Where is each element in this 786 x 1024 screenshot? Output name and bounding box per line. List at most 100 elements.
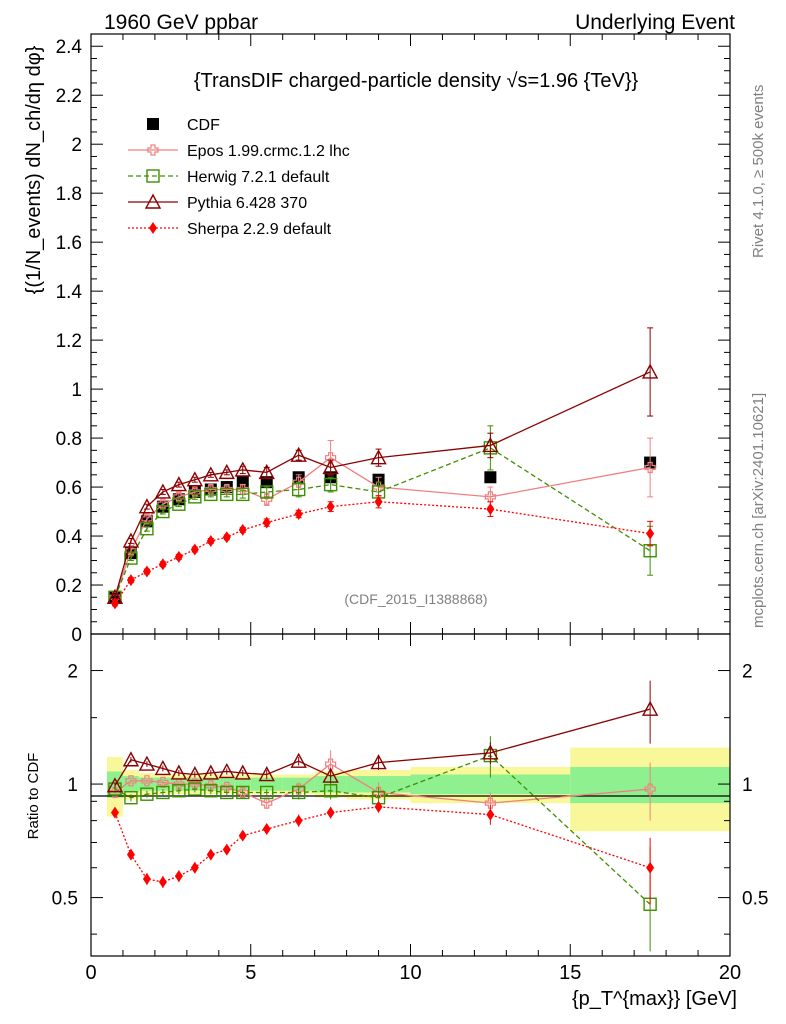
legend-entry: Pythia 6.428 370	[128, 193, 307, 212]
data-point	[140, 521, 154, 536]
legend-label: Herwig 7.2.1 default	[187, 169, 330, 186]
data-point	[158, 558, 167, 571]
ratio-point	[154, 759, 172, 776]
header-left: 1960 GeV ppbar	[104, 11, 258, 34]
data-point	[154, 483, 172, 499]
chart-title: {TransDIF charged-particle density √s=1.…	[194, 70, 639, 92]
rivet-label: Rivet 4.1.0, ≥ 500k events	[750, 85, 767, 258]
data-point	[325, 452, 337, 464]
series-epos	[109, 437, 656, 603]
ratio-point	[323, 784, 338, 798]
ratio-point	[140, 787, 154, 801]
ratio-point	[291, 785, 306, 800]
ratio-point	[156, 785, 170, 800]
ratio-y-label: Ratio to CDF	[25, 753, 42, 840]
ratio-point	[202, 764, 219, 780]
data-point	[204, 487, 218, 502]
data-point	[236, 487, 250, 502]
ratio-point	[644, 783, 656, 795]
ratio-point	[222, 843, 231, 856]
series-line	[114, 447, 651, 598]
data-point	[234, 461, 251, 477]
ratio-point	[326, 806, 335, 819]
ratio-point	[126, 848, 135, 861]
ratio-tick-label-right: 1	[742, 775, 753, 796]
ratio-point	[258, 766, 275, 782]
ratio-point	[157, 776, 169, 789]
x-tick-label: 0	[85, 962, 96, 984]
ratio-point	[220, 785, 234, 800]
ratio-point	[290, 752, 307, 768]
data-point	[238, 523, 247, 536]
data-point	[142, 565, 151, 578]
ratio-point	[172, 784, 186, 798]
data-point	[222, 531, 231, 544]
data-point	[188, 490, 202, 504]
legend-marker	[144, 193, 162, 209]
y-tick-label: 0.2	[56, 576, 82, 597]
y-tick-label: 2.4	[56, 37, 83, 58]
ratio-point	[325, 758, 337, 770]
data-point	[218, 463, 235, 480]
data-point	[156, 504, 170, 519]
series-herwig	[108, 425, 657, 604]
legend-entry: Herwig 7.2.1 default	[128, 169, 330, 186]
y-axis-label: {(1/N_events) dN_ch/dη dφ}	[23, 45, 45, 294]
data-point	[124, 551, 138, 565]
ratio-point	[138, 755, 156, 771]
data-point	[110, 597, 119, 610]
data-point	[644, 461, 656, 474]
data-point	[372, 481, 385, 493]
y-tick-label: 0.6	[56, 478, 82, 499]
data-point	[172, 497, 186, 511]
x-tick-label: 15	[559, 962, 581, 984]
ratio-point	[374, 800, 383, 813]
ratio-point	[238, 829, 247, 842]
ratio-point	[370, 754, 387, 770]
series-sherpa	[110, 495, 655, 610]
ratio-point	[484, 797, 496, 809]
legend-label: Epos 1.99.crmc.1.2 lhc	[187, 143, 350, 160]
data-point	[294, 508, 303, 520]
ratio-point	[141, 775, 153, 787]
legend-label: Pythia 6.428 370	[187, 195, 307, 212]
ratio-tick-label-left: 1	[67, 775, 78, 796]
data-point	[170, 476, 188, 492]
ratio-point	[158, 875, 167, 888]
data-point	[260, 476, 273, 489]
data-point	[206, 534, 215, 547]
ratio-point	[204, 784, 218, 798]
legend-marker	[147, 118, 159, 130]
legend-entry: Sherpa 2.2.9 default	[128, 221, 332, 238]
ratio-point	[234, 764, 251, 780]
ratio-series-pythia	[106, 680, 659, 793]
data-point	[138, 498, 156, 514]
ratio-point	[482, 744, 499, 760]
legend-label: Sherpa 2.2.9 default	[187, 221, 332, 238]
ratio-point	[174, 870, 183, 883]
main-marks	[106, 327, 659, 610]
ratio-panel: 0 5 10 15 20 0.5 0.5 1 1 2 2	[52, 633, 768, 984]
analysis-id: (CDF_2015_I1388868)	[344, 591, 487, 607]
ratio-band-inner	[250, 777, 283, 791]
y-tick-label: 2.2	[56, 86, 82, 107]
ratio-marks	[106, 680, 659, 952]
legend-label: CDF	[187, 117, 220, 134]
ratio-point	[173, 778, 185, 790]
data-point	[260, 485, 274, 499]
ratio-point	[125, 775, 137, 787]
x-tick-label: 20	[719, 962, 741, 984]
ratio-point	[170, 764, 188, 780]
data-point	[258, 463, 275, 480]
y-tick-label: 0.4	[56, 527, 83, 548]
ratio-point	[106, 777, 124, 793]
ratio-point	[260, 785, 274, 800]
data-point	[484, 471, 497, 484]
ratio-point	[372, 786, 385, 799]
series-pythia	[106, 327, 659, 604]
data-point	[322, 458, 339, 475]
y-tick-label: 1	[71, 380, 82, 401]
data-point	[126, 574, 135, 587]
ratio-point	[142, 873, 151, 886]
